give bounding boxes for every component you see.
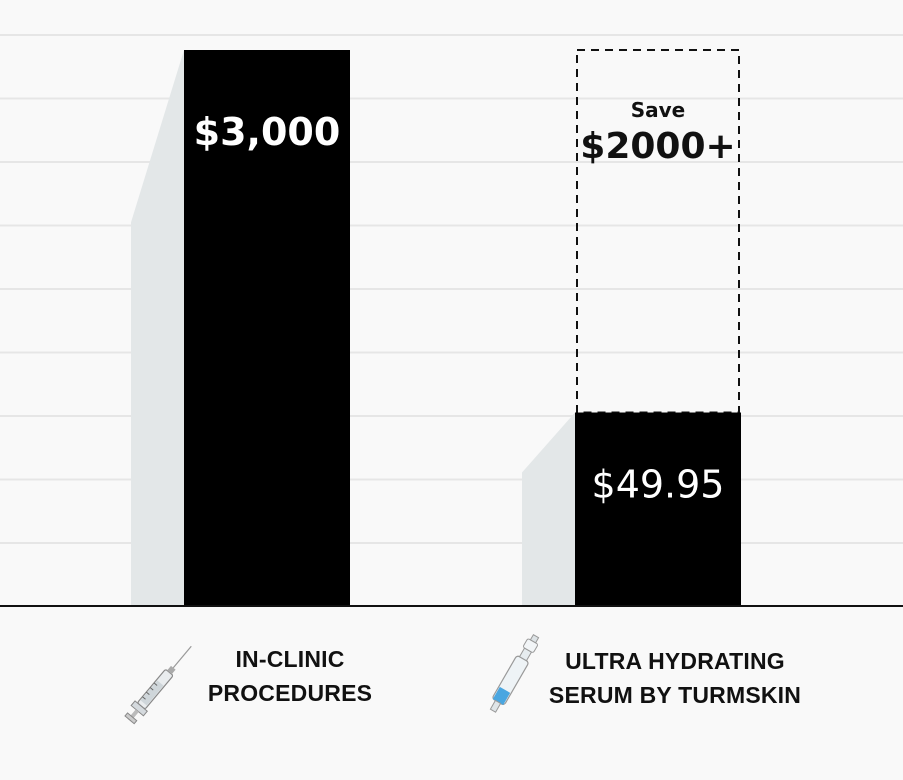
bar-in-clinic — [184, 50, 350, 606]
category-label-serum: ULTRA HYDRATING SERUM BY TURMSKIN — [535, 644, 815, 712]
category-label-line: SERUM BY TURMSKIN — [548, 682, 802, 708]
category-label-in-clinic: IN-CLINIC PROCEDURES — [195, 642, 385, 710]
bar-shadow — [131, 50, 184, 606]
bar-serum — [575, 412, 741, 606]
bar-shadows — [131, 50, 575, 606]
syringe-icon — [124, 645, 192, 725]
savings-label: Save — [631, 98, 686, 122]
serum-ampoule-icon — [489, 633, 540, 713]
category-label-line: IN-CLINIC — [235, 646, 345, 672]
bar-value-label-serum: $49.95 — [592, 463, 725, 507]
savings-amount: $2000+ — [580, 126, 735, 167]
bar-value-label-in-clinic: $3,000 — [194, 110, 341, 154]
bar-chart: Save $2000+ $3,000 $49.95 — [0, 34, 903, 607]
bar-shadow — [522, 412, 575, 606]
category-label-line: PROCEDURES — [207, 680, 373, 706]
category-label-line: ULTRA HYDRATING — [565, 648, 785, 674]
